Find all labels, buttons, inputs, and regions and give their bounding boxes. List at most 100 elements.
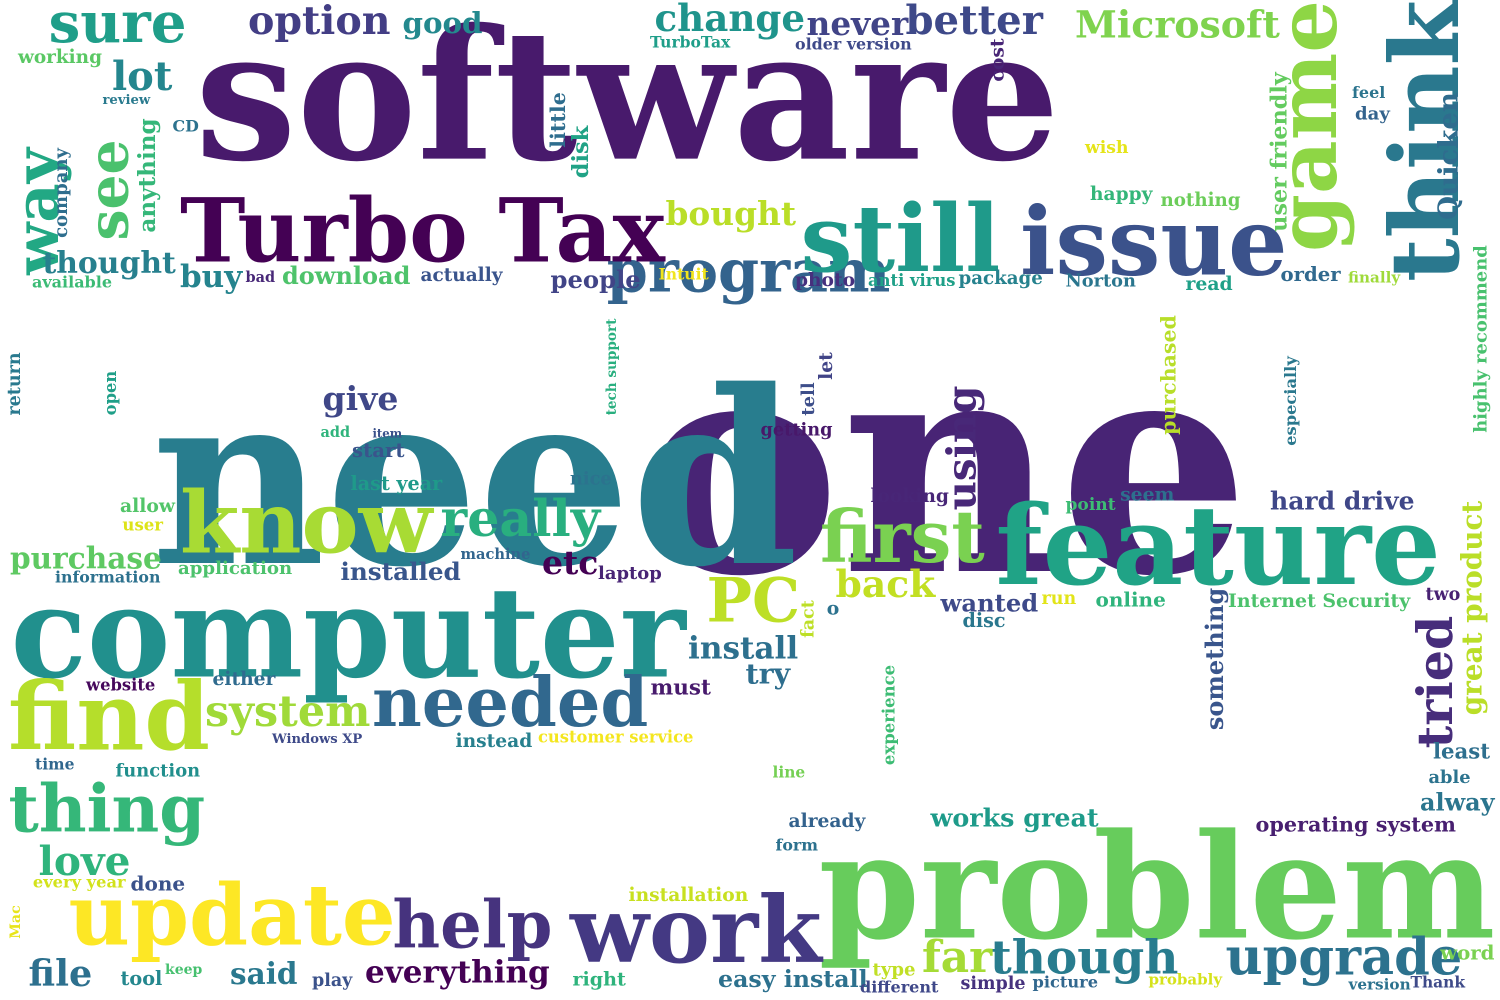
- word-operating-system: operating system: [1254, 812, 1456, 837]
- word-works-great: works great: [929, 802, 1099, 833]
- word-least: least: [1432, 738, 1491, 764]
- word-download: download: [282, 261, 411, 290]
- word-try: try: [745, 656, 790, 691]
- word-play: play: [311, 970, 353, 991]
- word-every-year: every year: [32, 872, 126, 891]
- word-help: help: [391, 885, 552, 964]
- word-option: option: [247, 0, 391, 45]
- word-really: really: [440, 490, 600, 549]
- word-sure: sure: [48, 0, 187, 56]
- word-one: one: [640, 289, 1250, 642]
- word-simple: simple: [959, 973, 1026, 994]
- word-available: available: [31, 273, 113, 292]
- word-picture: picture: [1032, 973, 1098, 992]
- word-tool: tool: [120, 967, 162, 990]
- word-thank: Thank: [1410, 973, 1465, 992]
- word-allow: allow: [120, 494, 175, 517]
- word-especially: especially: [1282, 356, 1301, 446]
- word-different: different: [859, 978, 939, 997]
- word-mac: Mac: [6, 904, 24, 939]
- word-user-friendly: user friendly: [1264, 72, 1292, 232]
- word-upgrade: upgrade: [1224, 925, 1462, 987]
- word-using: using: [939, 385, 987, 510]
- word-tell: tell: [797, 381, 819, 416]
- word-lot: lot: [111, 52, 173, 100]
- word-file: file: [28, 951, 92, 995]
- word-wanted: wanted: [940, 589, 1038, 618]
- word-point: point: [1064, 494, 1116, 515]
- word-install: install: [687, 629, 799, 667]
- word-software: software: [194, 0, 1060, 202]
- word-older-version: older version: [795, 35, 912, 55]
- word-anything: anything: [134, 117, 162, 233]
- word-know: know: [179, 471, 433, 573]
- word-type: type: [871, 958, 916, 980]
- word-never: never: [806, 6, 908, 44]
- word-looking: looking: [869, 484, 949, 507]
- word-tried: tried: [1405, 615, 1464, 748]
- word-installation: installation: [628, 883, 748, 906]
- word-need: need: [151, 337, 799, 620]
- word-must: must: [649, 674, 711, 700]
- word-update: update: [68, 865, 396, 965]
- word-anti-virus: anti virus: [867, 270, 956, 291]
- word-customer-service: customer service: [537, 728, 694, 748]
- word-website: website: [85, 676, 156, 695]
- word-keep: keep: [165, 962, 203, 978]
- word-order: order: [1280, 261, 1341, 286]
- word-purchase: purchase: [10, 540, 162, 576]
- word-installed: installed: [339, 556, 461, 587]
- word-cost: cost: [986, 38, 1009, 82]
- word-actually: actually: [420, 263, 502, 286]
- word-thing: thing: [7, 769, 205, 847]
- word-better: better: [904, 0, 1043, 45]
- word-application: application: [177, 558, 293, 579]
- word-little: little: [547, 92, 571, 148]
- word-back: back: [835, 561, 935, 606]
- word-pc: PC: [706, 565, 800, 637]
- word-something: something: [1200, 587, 1230, 731]
- word-photo: photo: [794, 269, 856, 292]
- word-turbo-tax: Turbo Tax: [180, 179, 665, 284]
- word-feature: feature: [994, 482, 1441, 611]
- word-last-year: last year: [350, 472, 442, 495]
- word-company: company: [51, 148, 73, 238]
- word-find: find: [8, 662, 210, 773]
- word-intuit: Intuit: [657, 266, 709, 284]
- word-version: version: [1347, 975, 1411, 994]
- word-quicken: Quicken: [1431, 92, 1465, 220]
- word-still: still: [800, 184, 1000, 293]
- word-o: o: [826, 596, 840, 619]
- word-microsoft: Microsoft: [1075, 2, 1280, 48]
- word-able: able: [1427, 767, 1471, 788]
- word-thought: thought: [41, 246, 176, 282]
- word-though: though: [990, 929, 1179, 986]
- word-change: change: [654, 0, 805, 41]
- word-work: work: [570, 876, 822, 984]
- word-either: either: [212, 667, 275, 690]
- word-bad: bad: [245, 269, 275, 286]
- word-instead: instead: [455, 729, 532, 752]
- word-time: time: [35, 755, 75, 774]
- word-said: said: [230, 958, 298, 992]
- word-computer: computer: [9, 560, 686, 707]
- word-line: line: [772, 763, 805, 782]
- word-cd: CD: [171, 117, 199, 136]
- word-finally: finally: [1347, 268, 1401, 287]
- word-first: first: [820, 495, 985, 581]
- word-nice: nice: [570, 467, 612, 489]
- word-system: system: [204, 686, 371, 738]
- word-easy-install: easy install: [718, 964, 868, 993]
- word-seem: seem: [1120, 484, 1175, 506]
- word-let: let: [814, 352, 837, 380]
- word-package: package: [957, 267, 1043, 290]
- word-buy: buy: [179, 258, 243, 295]
- word-etc: etc: [541, 544, 599, 584]
- word-people: people: [550, 264, 641, 295]
- word-user: user: [121, 515, 163, 535]
- word-alway: alway: [1420, 788, 1495, 817]
- word-hard-drive: hard drive: [1270, 485, 1415, 516]
- word-norton: Norton: [1064, 269, 1136, 291]
- word-machine: machine: [459, 546, 531, 563]
